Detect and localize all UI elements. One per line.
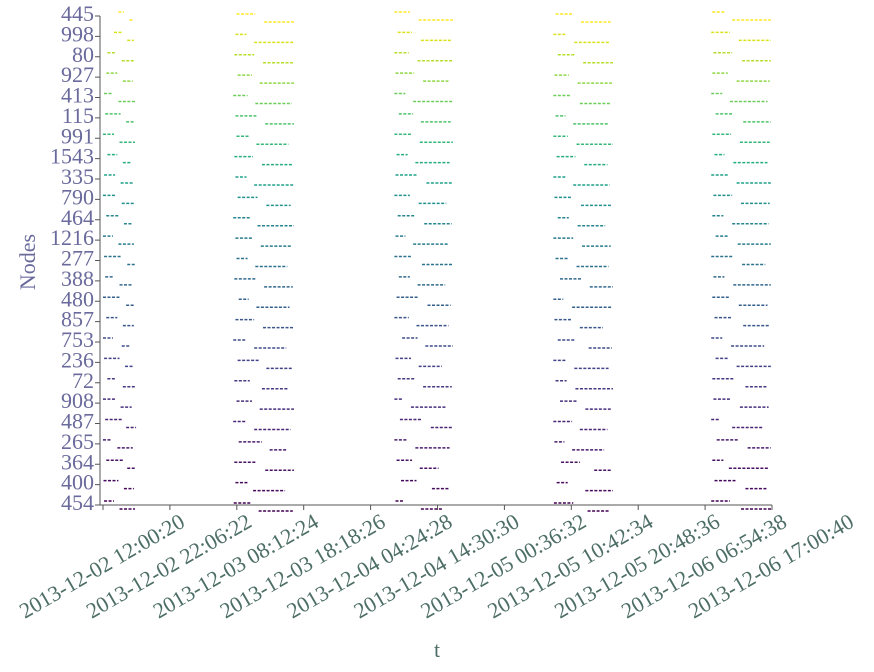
y-tick-label: 1543 — [50, 144, 94, 169]
y-axis-title: Nodes — [15, 234, 40, 290]
y-tick-label: 753 — [61, 327, 94, 352]
x-axis-title: t — [434, 637, 440, 662]
y-tick-label: 857 — [61, 307, 94, 332]
y-tick-label: 413 — [61, 83, 94, 108]
y-tick-label: 265 — [61, 429, 94, 454]
y-tick-label: 998 — [61, 21, 94, 46]
y-tick-label: 454 — [61, 490, 94, 515]
y-tick-label: 400 — [61, 470, 94, 495]
y-tick-label: 335 — [61, 164, 94, 189]
y-tick-label: 480 — [61, 286, 94, 311]
y-tick-label: 80 — [72, 42, 94, 67]
y-tick-label: 790 — [61, 184, 94, 209]
y-tick-label: 464 — [61, 205, 94, 230]
y-tick-label: 1216 — [50, 225, 94, 250]
y-tick-label: 236 — [61, 347, 94, 372]
y-tick-label: 445 — [61, 1, 94, 26]
y-tick-label: 277 — [61, 246, 94, 271]
y-tick-label: 388 — [61, 266, 94, 291]
y-tick-label: 72 — [72, 368, 94, 393]
y-tick-label: 927 — [61, 62, 94, 87]
y-tick-label: 991 — [61, 123, 94, 148]
y-tick-label: 908 — [61, 388, 94, 413]
y-tick-label: 487 — [61, 409, 94, 434]
y-tick-label: 364 — [61, 449, 94, 474]
y-tick-label: 115 — [62, 103, 94, 128]
